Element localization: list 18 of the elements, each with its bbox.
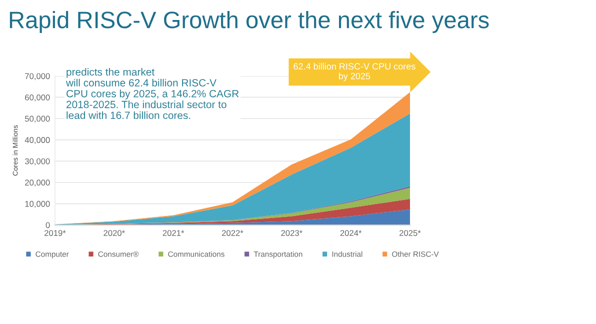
y-tick-label: 10,000 xyxy=(25,200,50,208)
y-tick-label: 50,000 xyxy=(24,116,50,123)
y-tick-label: 0 xyxy=(46,222,50,228)
x-tick-label: 2023* xyxy=(281,230,302,236)
y-tick-label: 70,000 xyxy=(25,73,50,80)
annotation: predicts the market will consume 62.4 billion RISC-V CPU cores by 2025, a 146.2% CAGR 2018-2025. The industrial sector to lead with 16.7 billion cores. xyxy=(66,68,239,120)
x-tick-label: 2020* xyxy=(104,230,125,236)
chart-title: Rapid RISC-V Growth over the next five years xyxy=(10,10,489,34)
y-tick-label: 40,000 xyxy=(24,137,50,144)
x-tick-label: 2025* xyxy=(400,230,421,236)
x-tick-label: 2024* xyxy=(340,230,362,236)
x-tick-label: 2019* xyxy=(44,230,66,236)
x-tick-label: 2022* xyxy=(222,230,244,236)
x-tick-label: 2021* xyxy=(162,230,184,236)
y-tick-label: 30,000 xyxy=(24,158,50,166)
y-tick-label: 20,000 xyxy=(25,180,50,187)
y-tick-label: 60,000 xyxy=(25,94,50,102)
annotation: 62.4 billion RISC-V CPU cores by 2025 xyxy=(294,62,416,82)
